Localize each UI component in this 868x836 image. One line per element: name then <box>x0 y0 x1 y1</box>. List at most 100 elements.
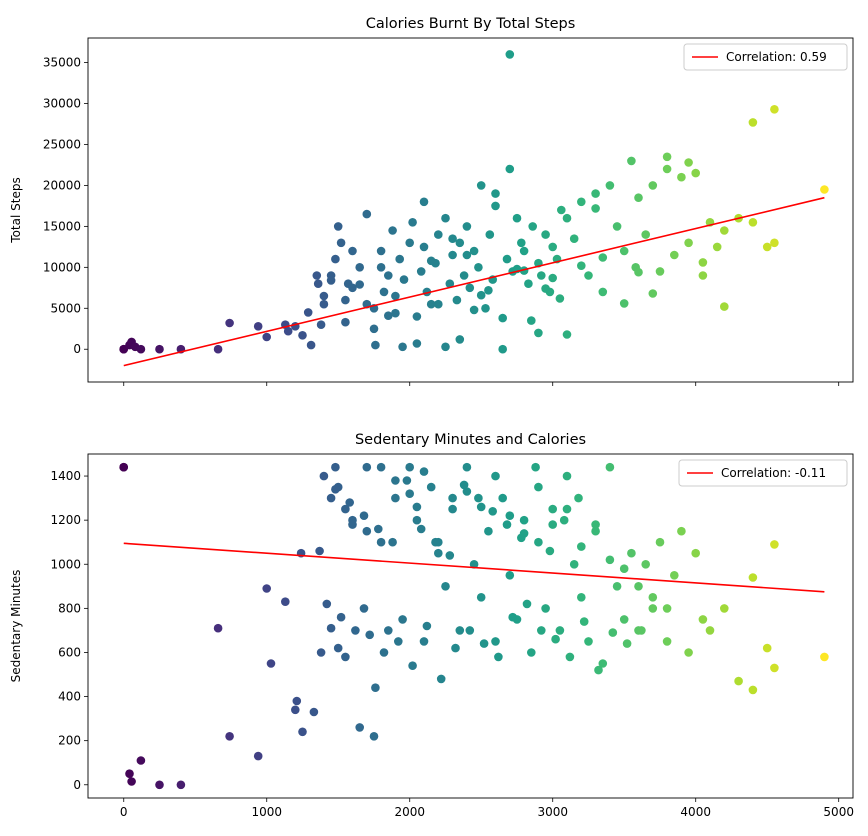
data-point <box>459 480 469 490</box>
x-tick-label: 4000 <box>680 805 711 819</box>
data-point <box>474 263 483 272</box>
y-tick-label: 1200 <box>50 513 81 527</box>
data-point <box>670 571 679 580</box>
y-axis-label: Total Steps <box>9 177 23 243</box>
data-point <box>684 238 693 248</box>
data-point <box>462 462 472 472</box>
data-point <box>451 643 460 653</box>
data-point <box>384 311 393 321</box>
data-point <box>309 707 319 717</box>
data-point <box>388 537 397 547</box>
data-point <box>748 573 758 582</box>
plot-calories-steps: 0 5000 10000 15000 20000 25000 30000 35000 Calor… <box>9 16 854 386</box>
data-point <box>505 50 515 59</box>
data-point <box>820 652 829 662</box>
data-point <box>283 326 293 336</box>
legend-label: Correlation: 0.59 <box>726 50 827 64</box>
data-point <box>345 498 355 507</box>
data-point <box>362 209 372 219</box>
data-point <box>548 504 557 514</box>
data-point <box>213 344 223 354</box>
data-point <box>684 648 693 657</box>
data-point <box>405 462 415 472</box>
data-point <box>469 305 479 315</box>
data-point <box>531 462 540 472</box>
data-point <box>634 582 643 591</box>
data-point <box>562 213 572 223</box>
data-point <box>481 304 490 313</box>
y-tick-label: 10000 <box>43 260 81 274</box>
data-point <box>476 290 486 300</box>
data-point <box>519 246 529 256</box>
data-point <box>436 674 446 684</box>
data-point <box>770 540 779 549</box>
data-point <box>555 294 565 303</box>
data-point <box>517 238 526 248</box>
y-tick-label: 800 <box>58 601 81 615</box>
data-point <box>491 189 500 198</box>
data-point <box>684 158 693 167</box>
data-point <box>770 663 779 673</box>
data-point <box>379 287 389 297</box>
data-point <box>541 604 550 613</box>
x-tick-label: 0 <box>120 805 128 819</box>
data-point <box>319 471 329 481</box>
data-point <box>455 238 465 248</box>
data-point <box>720 604 729 613</box>
data-point <box>534 328 543 338</box>
data-point <box>637 626 646 635</box>
data-point <box>648 604 658 613</box>
data-point <box>419 242 429 252</box>
data-point <box>448 234 457 243</box>
data-point <box>691 548 700 558</box>
data-point <box>416 524 426 534</box>
data-point <box>355 723 365 732</box>
data-point <box>537 626 546 635</box>
data-point <box>612 582 622 591</box>
data-point <box>548 520 557 529</box>
y-tick-label: 1400 <box>50 469 81 483</box>
data-point <box>419 197 429 207</box>
data-point <box>405 489 415 499</box>
data-point <box>498 344 508 354</box>
data-point <box>608 628 618 637</box>
data-point <box>445 279 455 289</box>
data-point <box>303 308 313 317</box>
data-point <box>225 318 234 328</box>
data-point <box>465 283 475 293</box>
data-point <box>598 253 608 262</box>
data-point <box>341 652 350 662</box>
data-point <box>648 593 658 602</box>
data-point <box>355 263 365 272</box>
y-tick-label: 0 <box>73 778 81 792</box>
data-point <box>562 504 572 514</box>
data-point <box>298 331 307 340</box>
trend-line <box>123 196 825 367</box>
data-point <box>315 546 324 556</box>
data-point <box>348 283 357 293</box>
data-point <box>698 258 708 267</box>
data-point <box>541 284 550 293</box>
data-point <box>408 218 417 227</box>
data-point <box>537 271 546 280</box>
x-tick-label: 3000 <box>537 805 568 819</box>
data-point <box>434 299 443 309</box>
data-point <box>622 639 632 648</box>
data-point <box>459 271 469 280</box>
scatter-points <box>119 50 829 354</box>
data-point <box>469 246 479 256</box>
data-point <box>362 462 372 472</box>
data-point <box>431 537 440 547</box>
y-tick-label: 35000 <box>43 56 81 70</box>
data-point <box>394 637 403 646</box>
data-point <box>331 485 340 494</box>
data-point <box>545 546 555 556</box>
data-point <box>605 181 615 190</box>
data-point <box>441 213 450 223</box>
data-point <box>677 526 686 536</box>
data-point <box>331 254 340 264</box>
data-point <box>508 612 517 622</box>
data-point <box>524 279 533 289</box>
data-point <box>505 164 515 174</box>
